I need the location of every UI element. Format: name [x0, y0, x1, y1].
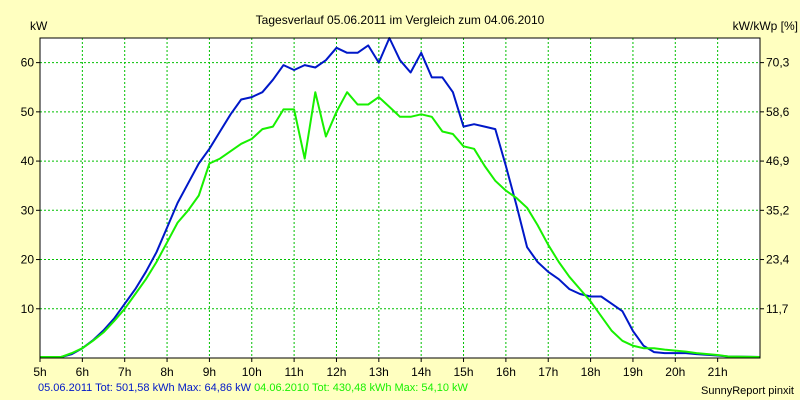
x-tick-label: 16h — [496, 365, 516, 379]
x-tick-label: 7h — [118, 365, 131, 379]
y-tick-label-right: 35,2 — [766, 203, 790, 217]
plot-frame — [39, 37, 761, 359]
x-tick-label: 15h — [454, 365, 474, 379]
y-tick-label-left: 10 — [21, 302, 35, 316]
grid-vertical — [81, 38, 719, 358]
x-tick-label: 11h — [285, 365, 304, 379]
plot-area — [40, 38, 760, 358]
y-tick-label-right: 23,4 — [766, 253, 790, 267]
x-tick-label: 18h — [581, 365, 601, 379]
x-tick-label: 10h — [242, 365, 262, 379]
y-tick-label-right: 46,9 — [766, 154, 790, 168]
plot-background — [40, 38, 760, 358]
series-line-2 — [40, 91, 761, 358]
y-tick-label-left: 30 — [21, 203, 35, 217]
x-axis-ticks: 5h 6h 7h 8h 9h 10h 11h 12h 13h 14h 15h 16h 17h 18h 19h… — [33, 358, 728, 379]
grid-horizontal — [40, 62, 760, 310]
plot-border — [39, 37, 761, 359]
y-axis-ticks-right: 11,7 23,4 35,2 46,9 58,6 70,3 — [760, 56, 790, 316]
x-tick-label: 21h — [708, 365, 728, 379]
legend-entry-series-2: 04.06.2010 Tot: 430,48 kWh Max: 54,10 kW — [254, 382, 468, 394]
y-axis-ticks-left: 10 20 30 40 50 60 — [21, 56, 40, 316]
x-tick-label: 17h — [538, 365, 558, 379]
x-tick-label: 9h — [203, 365, 216, 379]
x-tick-label: 5h — [33, 365, 46, 379]
y-tick-label-left: 20 — [21, 253, 35, 267]
y-tick-label-right: 11,7 — [766, 302, 789, 316]
y-tick-label-left: 60 — [21, 56, 35, 70]
legend-entry-series-1: 05.06.2011 Tot: 501,58 kWh Max: 64,86 kW — [38, 382, 251, 394]
credit-label: SunnyReport pinxit — [701, 385, 794, 397]
legend-footer: 05.06.2011 Tot: 501,58 kWh Max: 64,86 kW… — [38, 382, 468, 394]
x-tick-label: 6h — [76, 365, 89, 379]
x-tick-label: 12h — [326, 365, 346, 379]
x-tick-label: 8h — [160, 365, 173, 379]
y-tick-label-left: 50 — [21, 105, 35, 119]
y-tick-label-right: 58,6 — [766, 105, 790, 119]
y-tick-label-right: 70,3 — [766, 56, 790, 70]
y-axis-label-left: kW — [30, 19, 48, 33]
y-tick-label-left: 40 — [21, 154, 35, 168]
chart-title: Tagesverlauf 05.06.2011 im Vergleich zum… — [256, 13, 545, 27]
x-tick-label: 14h — [411, 365, 431, 379]
y-axis-label-right: kW/kWp [%] — [733, 19, 798, 33]
x-tick-label: 20h — [665, 365, 685, 379]
x-tick-label: 19h — [623, 365, 643, 379]
x-tick-label: 13h — [369, 365, 389, 379]
